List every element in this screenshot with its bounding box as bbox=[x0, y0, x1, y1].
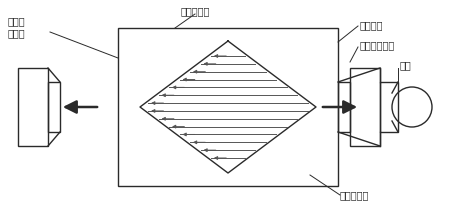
Bar bbox=[18, 68, 48, 146]
Text: 阵面内流道: 阵面内流道 bbox=[180, 6, 210, 16]
Text: 进风口导流管: 进风口导流管 bbox=[360, 40, 395, 50]
Bar bbox=[338, 82, 350, 132]
Bar bbox=[48, 82, 60, 132]
Bar bbox=[118, 28, 338, 186]
Text: 天线阵面: 天线阵面 bbox=[360, 20, 383, 30]
Bar bbox=[350, 68, 380, 146]
Text: 风机: 风机 bbox=[400, 60, 412, 70]
Text: 出风口
导流管: 出风口 导流管 bbox=[8, 16, 26, 38]
Text: 阵面外流道: 阵面外流道 bbox=[340, 190, 369, 200]
Bar bbox=[380, 82, 398, 132]
